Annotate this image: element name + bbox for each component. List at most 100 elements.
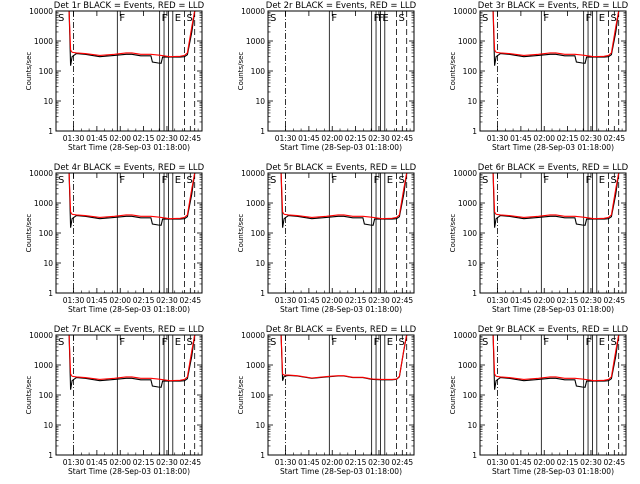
plot-frame <box>55 10 203 132</box>
event-marker-label: S <box>186 337 192 348</box>
x-tick-label: 02:15 <box>133 296 155 305</box>
x-tick-label: 02:15 <box>133 134 155 143</box>
x-tick-label: 01:45 <box>510 296 532 305</box>
panel-title: Det 4r BLACK = Events, RED = LLD <box>54 163 205 173</box>
x-tick-label: 02:45 <box>180 134 202 143</box>
event-marker-label: S <box>398 175 404 186</box>
x-tick-label: 02:30 <box>580 134 602 143</box>
event-marker-label: E <box>599 337 605 348</box>
y-tick-label: 10 <box>43 97 53 106</box>
y-axis-label: Counts/sec <box>237 214 245 253</box>
x-tick-label: 02:45 <box>392 296 414 305</box>
y-axis-label: Counts/sec <box>25 52 33 91</box>
y-tick-label: 1000 <box>34 37 53 46</box>
plot-frame <box>55 172 203 294</box>
event-marker-label: E <box>175 175 181 186</box>
event-marker-label: F <box>331 337 337 348</box>
events-series-line <box>56 335 196 390</box>
panel-det-8r: Det 8r BLACK = Events, RED = LLD 1 10 100 10… <box>237 325 417 476</box>
y-tick-label: 10000 <box>29 331 53 340</box>
x-tick-label: 02:45 <box>180 458 202 467</box>
y-tick-label: 100 <box>39 229 54 238</box>
events-series-line <box>268 173 408 228</box>
y-tick-label: 10 <box>43 421 53 430</box>
event-marker-label: S <box>610 13 616 24</box>
y-tick-label: 1000 <box>34 199 53 208</box>
y-tick-label: 10000 <box>453 169 477 178</box>
x-axis-label: Start Time (28-Sep-03 01:18:00) <box>492 467 614 476</box>
event-marker-label: S <box>270 337 276 348</box>
x-tick-label: 02:00 <box>109 458 131 467</box>
event-marker-label: E <box>387 337 393 348</box>
x-tick-label: 02:00 <box>109 134 131 143</box>
y-axis-label: Counts/sec <box>449 376 457 415</box>
x-axis-label: Start Time (28-Sep-03 01:18:00) <box>280 467 402 476</box>
event-marker-label: S <box>186 13 192 24</box>
event-marker-label: S <box>398 13 404 24</box>
y-tick-label: 10000 <box>453 331 477 340</box>
x-tick-label: 01:30 <box>487 458 509 467</box>
x-tick-label: 02:00 <box>109 296 131 305</box>
x-tick-label: 02:00 <box>321 296 343 305</box>
event-marker-label: E <box>382 13 388 24</box>
y-tick-label: 1000 <box>246 199 265 208</box>
event-marker-label: E <box>175 337 181 348</box>
panel-title: Det 2r BLACK = Events, RED = LLD <box>266 1 417 11</box>
y-tick-label: 1 <box>472 451 477 460</box>
x-tick-label: 02:15 <box>345 296 367 305</box>
event-marker-label: F <box>586 13 592 24</box>
plot-frame <box>267 172 415 294</box>
x-tick-label: 02:15 <box>345 134 367 143</box>
y-axis-label: Counts/sec <box>449 52 457 91</box>
event-marker-label: F <box>586 175 592 186</box>
event-marker-label: S <box>610 175 616 186</box>
y-tick-label: 1 <box>260 127 265 136</box>
plot-frame <box>267 10 415 132</box>
x-tick-label: 02:45 <box>392 458 414 467</box>
lld-series-line <box>480 11 620 58</box>
event-marker-label: F <box>374 337 380 348</box>
event-marker-label: F <box>543 175 549 186</box>
x-tick-label: 02:30 <box>156 458 178 467</box>
event-marker-label: F <box>543 13 549 24</box>
panel-title: Det 9r BLACK = Events, RED = LLD <box>478 325 629 335</box>
panel-det-5r: Det 5r BLACK = Events, RED = LLD 1 10 100 10… <box>237 163 417 314</box>
y-tick-label: 10000 <box>29 169 53 178</box>
y-tick-label: 1000 <box>246 361 265 370</box>
event-marker-label: E <box>599 175 605 186</box>
x-tick-label: 01:30 <box>63 296 85 305</box>
event-marker-label: F <box>586 337 592 348</box>
x-tick-label: 02:15 <box>557 458 579 467</box>
y-tick-label: 100 <box>251 391 266 400</box>
x-tick-label: 01:30 <box>275 134 297 143</box>
x-tick-label: 02:30 <box>156 134 178 143</box>
x-tick-label: 01:30 <box>275 458 297 467</box>
event-marker-label: F <box>119 13 125 24</box>
y-tick-label: 10 <box>467 97 477 106</box>
y-axis-label: Counts/sec <box>237 376 245 415</box>
event-marker-label: E <box>387 175 393 186</box>
event-marker-label: E <box>175 13 181 24</box>
y-tick-label: 10 <box>255 259 265 268</box>
event-marker-label: S <box>398 337 404 348</box>
panel-det-4r: Det 4r BLACK = Events, RED = LLD 1 10 100 10… <box>25 163 205 314</box>
plot-frame <box>479 334 627 456</box>
y-tick-label: 100 <box>39 391 54 400</box>
x-tick-label: 02:30 <box>580 458 602 467</box>
events-series-line <box>480 11 620 66</box>
y-axis-label: Counts/sec <box>25 214 33 253</box>
event-marker-label: S <box>58 13 64 24</box>
event-marker-label: F <box>331 175 337 186</box>
event-marker-label: E <box>599 13 605 24</box>
event-marker-label: S <box>482 175 488 186</box>
x-tick-label: 02:00 <box>321 134 343 143</box>
x-tick-label: 01:45 <box>298 134 320 143</box>
x-axis-label: Start Time (28-Sep-03 01:18:00) <box>68 305 190 314</box>
event-marker-label: F <box>162 175 168 186</box>
x-tick-label: 02:30 <box>580 296 602 305</box>
y-tick-label: 10 <box>255 421 265 430</box>
x-tick-label: 01:30 <box>487 296 509 305</box>
x-axis-label: Start Time (28-Sep-03 01:18:00) <box>280 143 402 152</box>
event-marker-label: S <box>58 337 64 348</box>
